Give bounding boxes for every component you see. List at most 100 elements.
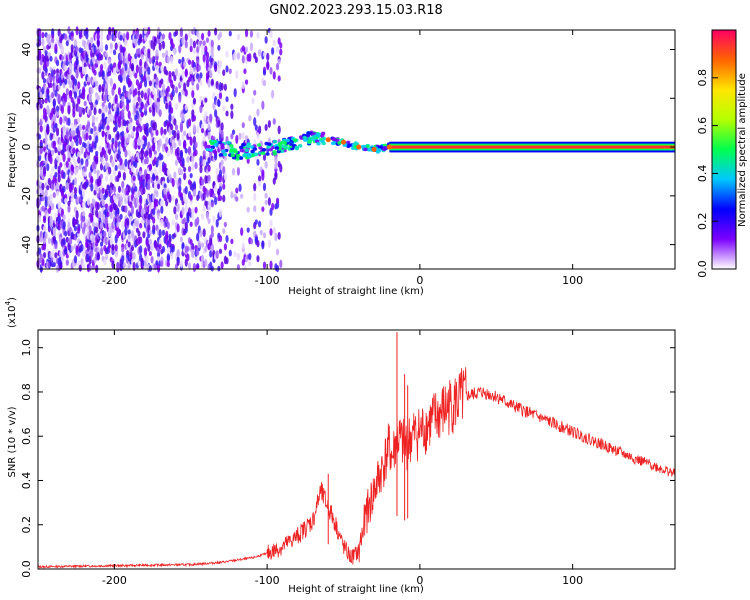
spectrogram-cell <box>258 49 262 57</box>
spectrogram-cell <box>294 145 299 150</box>
spectrogram-cell <box>241 81 245 90</box>
spectrogram-cell <box>235 196 239 202</box>
spectrogram-cell <box>52 134 56 142</box>
spectrogram-cell <box>274 171 278 181</box>
spectrogram-cell <box>262 154 267 161</box>
spectrogram-cell <box>231 167 236 176</box>
spectrogram-cell <box>217 66 221 75</box>
spectrogram-cell <box>200 242 205 248</box>
spectrogram-cell <box>70 140 74 148</box>
spectrogram-cell <box>202 54 206 63</box>
spectrogram-cell <box>194 161 198 170</box>
spectrogram-cell <box>96 26 100 35</box>
spectrogram-cell <box>137 47 141 55</box>
spectrogram-cell <box>132 261 136 271</box>
spectrogram-cell <box>184 199 188 206</box>
spectrogram-cell <box>114 122 118 132</box>
spectrogram-cell <box>235 187 239 194</box>
spectrogram-cell <box>117 172 122 179</box>
spectrogram-cell <box>85 226 89 232</box>
spectrogram-cell <box>204 97 208 103</box>
spectrogram-cell <box>189 136 193 146</box>
spectrogram-cell <box>39 103 43 109</box>
spectrogram-cell <box>160 154 164 161</box>
spectrogram-cell <box>218 153 224 157</box>
spectrogram-cell <box>77 156 81 164</box>
spectrogram-cell <box>280 144 285 149</box>
spectrogram-cell <box>129 69 133 79</box>
spectrogram-cell <box>122 262 126 269</box>
spectrogram-cell <box>86 48 91 55</box>
spectrogram-cell <box>256 31 260 39</box>
spectrogram-cell <box>39 147 43 154</box>
spectrogram-cell <box>54 243 58 250</box>
spectrogram-cell <box>77 151 81 159</box>
spectrogram-cell <box>137 136 141 145</box>
snr-series <box>37 332 676 570</box>
spectrogram-cell <box>152 228 156 235</box>
spectrogram-cell <box>320 131 326 136</box>
spectrogram-cell <box>199 72 203 79</box>
spectrogram-cell <box>215 168 219 176</box>
spectrogram-cell <box>269 66 273 75</box>
spectrogram-cell <box>200 127 205 134</box>
spectrogram-cell <box>121 130 125 138</box>
spectrogram-cell <box>196 233 200 242</box>
spectrogram-cell <box>139 115 143 125</box>
spectrogram-cell <box>42 45 47 52</box>
spectrogram-cell <box>38 28 42 37</box>
spectrogram-cell <box>176 249 180 255</box>
ridge-point <box>356 144 362 150</box>
spectrogram-cell <box>150 243 154 250</box>
spectrogram-cell <box>160 78 164 85</box>
snr-x-label: Height of straight line (km) <box>288 584 424 595</box>
spectrogram-cell <box>174 68 179 77</box>
spectrogram-cell <box>184 89 188 97</box>
spectrogram-cell <box>64 248 68 255</box>
spectrogram-cell <box>161 52 166 58</box>
spectrogram-cell <box>121 255 125 263</box>
spectrogram-cell <box>171 43 175 49</box>
spectrogram-cell <box>68 134 73 142</box>
spectrogram-cell <box>88 94 92 103</box>
spectrogram-cell <box>46 163 50 172</box>
spectrogram-cell <box>145 149 149 156</box>
spectrogram-cell <box>192 124 197 133</box>
spectrogram-cell <box>82 216 86 223</box>
spectrogram-cell <box>134 191 138 199</box>
spectrogram-cell <box>95 156 99 163</box>
spectrogram-cell <box>41 189 45 198</box>
spectrogram-cell <box>121 180 125 189</box>
spectrogram-cell <box>163 187 167 195</box>
spectrogram-cell <box>236 252 241 261</box>
spectrogram-cell <box>174 102 179 111</box>
spectrogram-cell <box>253 152 259 157</box>
spectrogram-cell <box>77 81 81 90</box>
spectrogram-cell <box>230 153 236 158</box>
spectrogram-cell <box>75 210 79 220</box>
spectrogram-cell <box>184 69 188 77</box>
spectrogram-cell <box>205 57 210 67</box>
spectrogram-cell <box>170 252 174 260</box>
spectrogram-cell <box>77 232 81 238</box>
spectrogram-cell <box>230 238 234 245</box>
spectrogram-cell <box>42 166 47 175</box>
spectrogram-cell <box>47 38 52 47</box>
spectrogram-cell <box>70 245 74 252</box>
spectrogram-cell <box>127 185 131 193</box>
spectrogram-cell <box>90 249 94 258</box>
spectrogram-cell <box>163 183 167 190</box>
spectrogram-cell <box>261 147 267 152</box>
spectrogram-cell <box>139 37 143 44</box>
spectrogram-cell <box>191 249 195 259</box>
spectrogram-cell <box>165 102 169 110</box>
spectrogram-cell <box>321 136 327 141</box>
spectrogram-cell <box>200 213 205 221</box>
spectrogram-cell <box>269 219 273 228</box>
spectrogram-cell <box>75 59 79 66</box>
spectrogram-cell <box>163 128 167 135</box>
spectrogram-cell <box>161 90 166 99</box>
spectrogram-cell <box>217 98 221 107</box>
spectrogram-cell <box>99 191 104 200</box>
